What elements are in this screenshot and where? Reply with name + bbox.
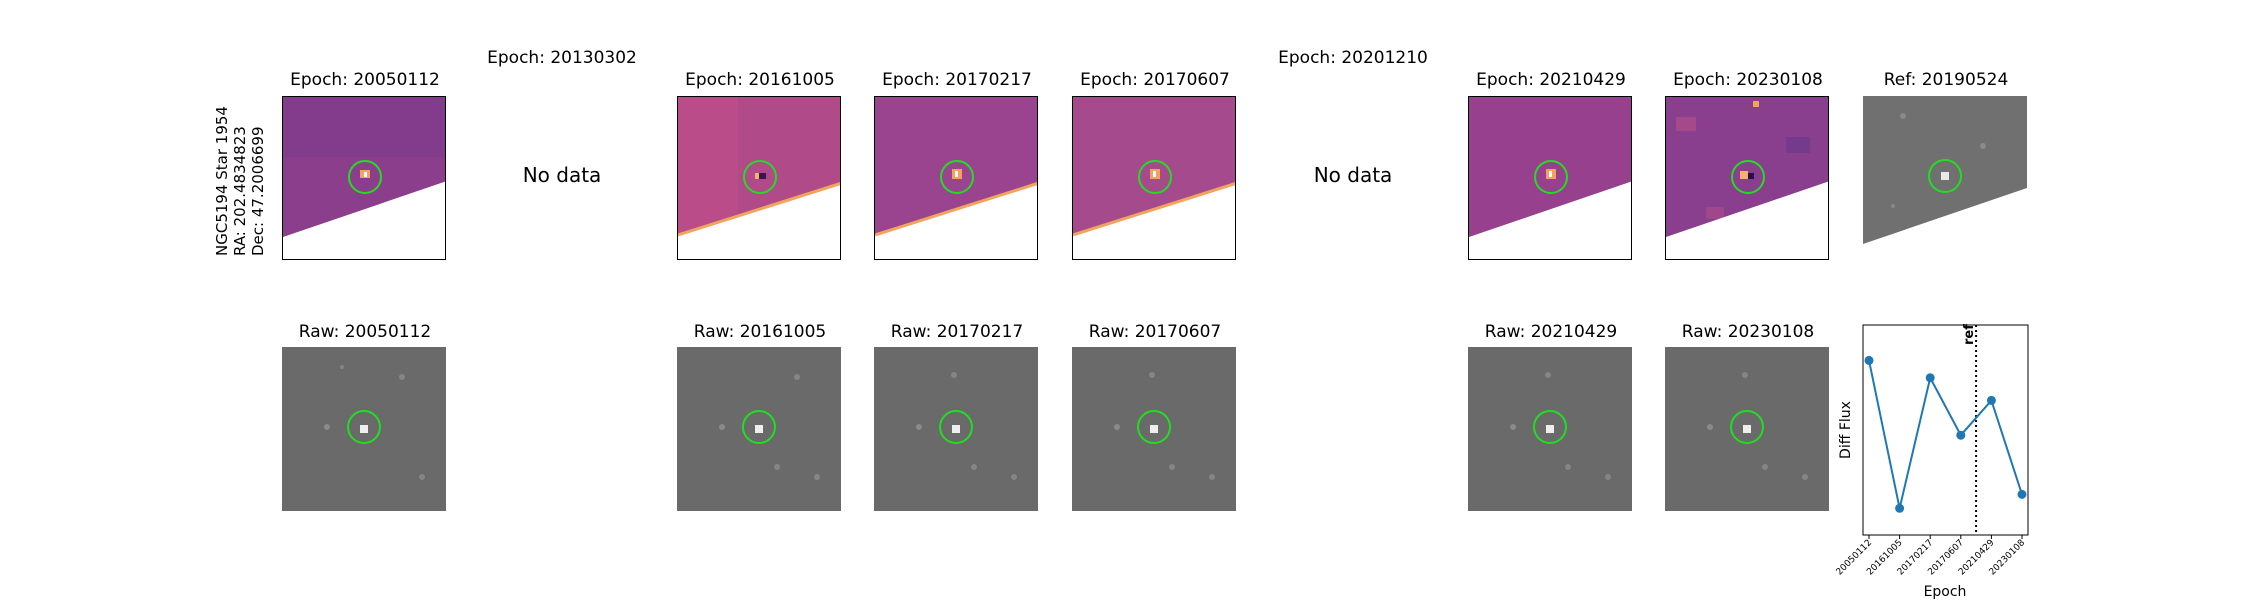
reference-panel — [1863, 96, 2027, 260]
diff-title-20170607: Epoch: 20170607 — [1080, 70, 1230, 90]
raw-title-20230108: Raw: 20230108 — [1681, 322, 1815, 342]
reference-line-label: ref — [1962, 324, 1977, 345]
raw-panel-20161005 — [677, 347, 841, 511]
diff-panel-20170607 — [1072, 96, 1236, 260]
raw-title-20050112: Raw: 20050112 — [298, 322, 432, 342]
target-circle-icon — [1137, 410, 1171, 444]
raw-panel-20230108 — [1665, 347, 1829, 511]
target-circle-icon — [1533, 410, 1567, 444]
diff-title-20230108: Epoch: 20230108 — [1673, 70, 1823, 90]
raw-panel-20170607 — [1072, 347, 1236, 511]
target-circle-icon — [1731, 160, 1765, 194]
diff-flux-chart: ref2005011220161005201702172017060720210… — [1835, 324, 2029, 600]
raw-panel-20210429 — [1468, 347, 1632, 511]
chart-frame — [1862, 324, 2029, 536]
target-circle-icon — [1534, 160, 1568, 194]
data-point-20050112 — [1864, 355, 1874, 365]
raw-panel-20050112 — [282, 347, 446, 511]
target-circle-icon — [348, 160, 382, 194]
diff-title-20161005: Epoch: 20161005 — [685, 70, 835, 90]
data-point-20161005 — [1895, 503, 1905, 513]
target-circle-icon — [742, 410, 776, 444]
target-circle-icon — [1730, 410, 1764, 444]
x-axis-label: Epoch — [1924, 584, 1967, 600]
target-circle-icon — [940, 160, 974, 194]
diff-panel-20170217 — [874, 96, 1038, 260]
no-data-20201210: No data — [1313, 163, 1393, 187]
star-ra: RA: 202.4834823 — [231, 126, 249, 256]
star-dec: Dec: 47.2006699 — [249, 126, 267, 256]
raw-title-20170217: Raw: 20170217 — [890, 322, 1024, 342]
diff-panel-20230108 — [1665, 96, 1829, 260]
diff-title-20170217: Epoch: 20170217 — [882, 70, 1032, 90]
data-point-20210429 — [1986, 395, 1996, 405]
ref-title: Ref: 20190524 — [1883, 70, 2009, 90]
no-data-20130302: No data — [522, 163, 602, 187]
series-line — [1868, 360, 2023, 509]
diff-title-20050112: Epoch: 20050112 — [290, 70, 440, 90]
y-axis-label: Diff Flux — [1838, 401, 1854, 459]
diff-panel-20161005 — [677, 96, 841, 260]
raw-title-20210429: Raw: 20210429 — [1484, 322, 1618, 342]
diff-panel-20210429 — [1468, 96, 1632, 260]
data-point-20170607 — [1956, 430, 1966, 440]
data-point-20230108 — [2017, 489, 2027, 499]
data-point-20170217 — [1925, 373, 1935, 383]
diff-title-20210429: Epoch: 20210429 — [1476, 70, 1626, 90]
raw-title-20161005: Raw: 20161005 — [693, 322, 827, 342]
star-name: NGC5194 Star 1954 — [213, 106, 231, 256]
target-circle-icon — [743, 160, 777, 194]
raw-panel-20170217 — [874, 347, 1038, 511]
diff-panel-20050112 — [282, 96, 446, 260]
star-info-label: NGC5194 Star 1954 RA: 202.4834823 Dec: 4… — [213, 36, 267, 256]
target-circle-icon — [939, 410, 973, 444]
target-circle-icon — [1928, 159, 1962, 193]
target-circle-icon — [1138, 160, 1172, 194]
diff-title-20130302: Epoch: 20130302 — [487, 48, 637, 68]
target-circle-icon — [347, 410, 381, 444]
diff-title-20201210: Epoch: 20201210 — [1278, 48, 1428, 68]
raw-title-20170607: Raw: 20170607 — [1088, 322, 1222, 342]
